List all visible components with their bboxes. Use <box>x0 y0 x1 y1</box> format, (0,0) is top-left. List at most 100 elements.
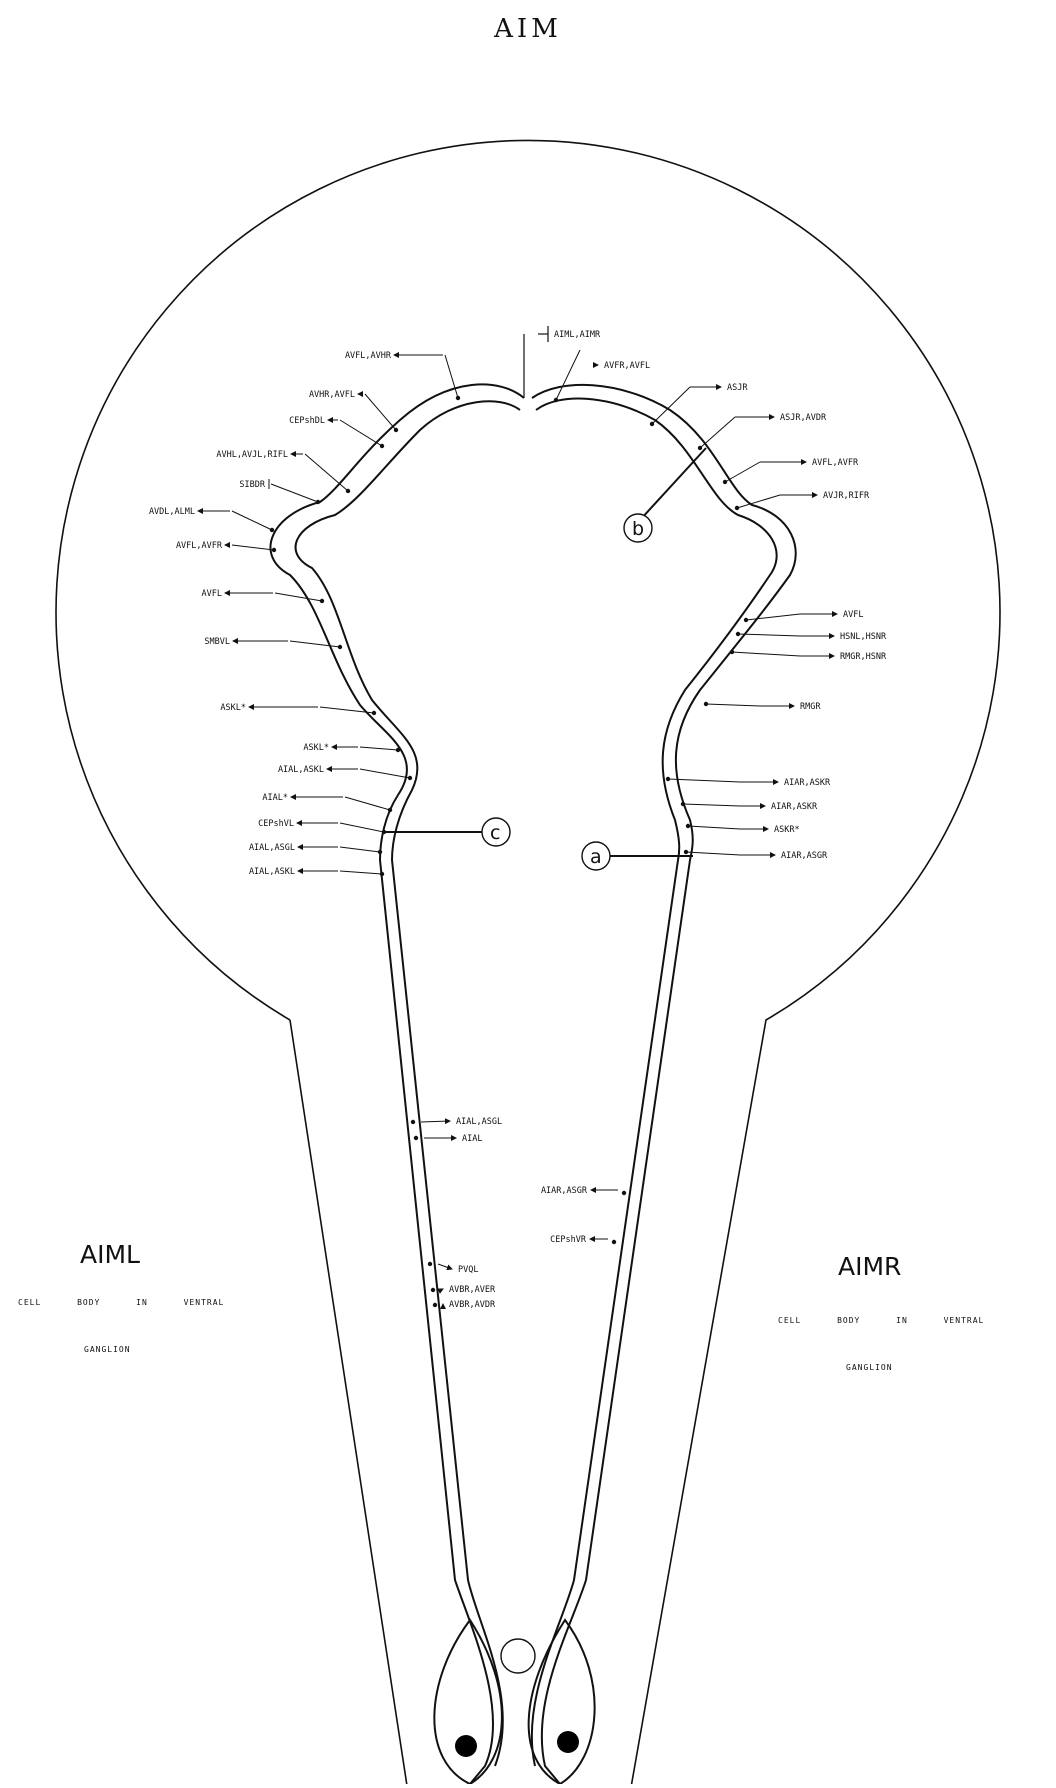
label-right-5-lead <box>745 613 801 621</box>
label-left-4-lead <box>270 483 319 503</box>
aiml-note-line1: CELL BODY IN VENTRAL <box>18 1298 225 1307</box>
label-left-3: AVHL,AVJL,RIFL <box>216 450 351 494</box>
label-right-1-lead <box>651 386 691 425</box>
label-left-11-lead <box>359 768 411 779</box>
label-stalk-left-4-dot <box>432 1302 438 1308</box>
label-left-2-text: CEPshDL <box>289 416 325 426</box>
label-right-2-lead <box>699 416 736 449</box>
label-right-4: AVJR,RIFR <box>734 491 870 511</box>
label-left-6-lead <box>231 544 275 551</box>
label-left-1-lead <box>364 393 397 431</box>
label-left-15-lead <box>339 870 383 875</box>
label-stalk-left-2-text: PVQL <box>458 1265 478 1275</box>
label-right-11-text: ASKR* <box>774 825 800 835</box>
label-right-10: AIAR,ASKR <box>680 801 818 812</box>
label-right-9: AIAR,ASKR <box>665 776 831 788</box>
label-left-11: AIAL,ASKL <box>278 765 413 781</box>
label-stalk-right-0: AIAR,ASGR <box>541 1186 627 1196</box>
label-left-8-lead <box>289 640 341 648</box>
label-left-9: ASKL* <box>220 703 377 716</box>
page-title: AIM <box>494 14 562 44</box>
label-left-3-lead <box>304 453 349 492</box>
label-right-3-text: AVFL,AVFR <box>812 458 859 468</box>
label-left-9-lead <box>319 706 375 714</box>
label-left-7-text: AVFL <box>202 589 222 599</box>
label-stalk-left-0: AIAL,ASGL <box>410 1117 502 1127</box>
aiml-outer-process <box>269 383 525 1785</box>
label-stalk-left-3-dot <box>430 1287 436 1293</box>
label-left-8-text: SMBVL <box>204 637 230 647</box>
label-right-11: ASKR* <box>685 823 800 835</box>
label-left-13-lead <box>339 822 385 833</box>
label-stalk-right-1-text: CEPshVR <box>550 1235 587 1245</box>
label-left-14: AIAL,ASGL <box>249 843 383 855</box>
aimr-label: AIMR <box>838 1252 902 1281</box>
label-stalk-left-3-arrow <box>437 1288 444 1294</box>
label-stalk-left-1: AIAL <box>413 1134 482 1144</box>
label-left-0: AVFL,AVHR <box>345 351 461 401</box>
label-right-9-text: AIAR,ASKR <box>784 778 831 788</box>
label-right-8-lead <box>705 703 761 707</box>
aimr-note-line2: GANGLION <box>846 1363 893 1372</box>
label-left-13: CEPshVL <box>258 819 387 835</box>
label-left-11-text: AIAL,ASKL <box>278 765 324 775</box>
label-left-0-lead <box>444 354 459 399</box>
label-stalk-right-0-dot <box>621 1190 627 1196</box>
marker-b-label: b <box>632 518 644 540</box>
label-right-0-text: AVFR,AVFL <box>604 361 650 371</box>
label-aiml-aimr-text: AIML,AIMR <box>554 330 601 340</box>
label-left-14-text: AIAL,ASGL <box>249 843 295 853</box>
label-left-0-text: AVFL,AVHR <box>345 351 392 361</box>
label-right-0-lead <box>555 349 581 401</box>
label-stalk-left-1-text: AIAL <box>462 1134 482 1144</box>
label-left-1-text: AVHR,AVFL <box>309 390 355 400</box>
label-aiml-aimr: AIML,AIMR <box>554 330 601 340</box>
aimr-note-line1: CELL BODY IN VENTRAL <box>778 1316 985 1325</box>
label-right-4-text: AVJR,RIFR <box>823 491 870 501</box>
label-right-8-text: RMGR <box>800 702 821 712</box>
open-circle <box>500 1638 536 1674</box>
aimr-inner-process <box>530 397 778 1767</box>
synapse-labels: AIML,AIMR AVFL,AVHR AVHR,AVFL CEPshDL AVHL,A… <box>149 330 887 1310</box>
label-left-1: AVHR,AVFL <box>309 390 399 433</box>
markers: c a b <box>386 447 707 871</box>
label-left-2: CEPshDL <box>289 416 385 449</box>
aimr-nucleus <box>557 1731 579 1753</box>
label-stalk-left-0-text: AIAL,ASGL <box>456 1117 502 1127</box>
label-right-1-text: ASJR <box>727 383 748 393</box>
label-left-5: AVDL,ALML <box>149 507 275 533</box>
label-right-12-text: AIAR,ASGR <box>781 851 828 861</box>
aiml-note-line2: GANGLION <box>84 1345 131 1354</box>
marker-c <box>481 817 511 847</box>
label-left-12-lead <box>344 796 391 811</box>
label-left-12-text: AIAL* <box>262 793 288 803</box>
label-right-5-text: AVFL <box>843 610 863 620</box>
label-left-10-lead <box>359 746 399 751</box>
cell-bodies <box>433 1618 596 1786</box>
label-right-6-text: HSNL,HSNR <box>840 632 887 642</box>
head-outline <box>55 139 1001 1788</box>
label-left-6-text: AVFL,AVFR <box>176 541 223 551</box>
label-right-10-text: AIAR,ASKR <box>771 802 818 812</box>
label-stalk-left-1-dot <box>413 1135 419 1141</box>
label-stalk-left-0-dot <box>410 1119 416 1125</box>
marker-b <box>623 513 653 543</box>
label-left-10: ASKL* <box>303 743 401 753</box>
label-right-12-lead <box>685 851 741 856</box>
label-stalk-left-2-dot <box>427 1261 433 1267</box>
label-left-6: AVFL,AVFR <box>176 541 277 553</box>
label-left-13-text: CEPshVL <box>258 819 294 829</box>
label-right-10-lead <box>682 803 741 807</box>
aiml-inner-process <box>294 400 521 1767</box>
label-right-6: HSNL,HSNR <box>735 631 887 642</box>
label-stalk-left-2: PVQL <box>427 1261 478 1275</box>
label-right-7-lead <box>731 651 801 657</box>
label-left-2-lead <box>339 419 383 447</box>
label-left-10-text: ASKL* <box>303 743 329 753</box>
aiml-nucleus <box>455 1735 477 1757</box>
label-stalk-right-1-dot <box>611 1239 617 1245</box>
marker-a <box>581 841 611 871</box>
label-right-4-lead <box>736 494 781 509</box>
label-stalk-right-0-text: AIAR,ASGR <box>541 1186 588 1196</box>
